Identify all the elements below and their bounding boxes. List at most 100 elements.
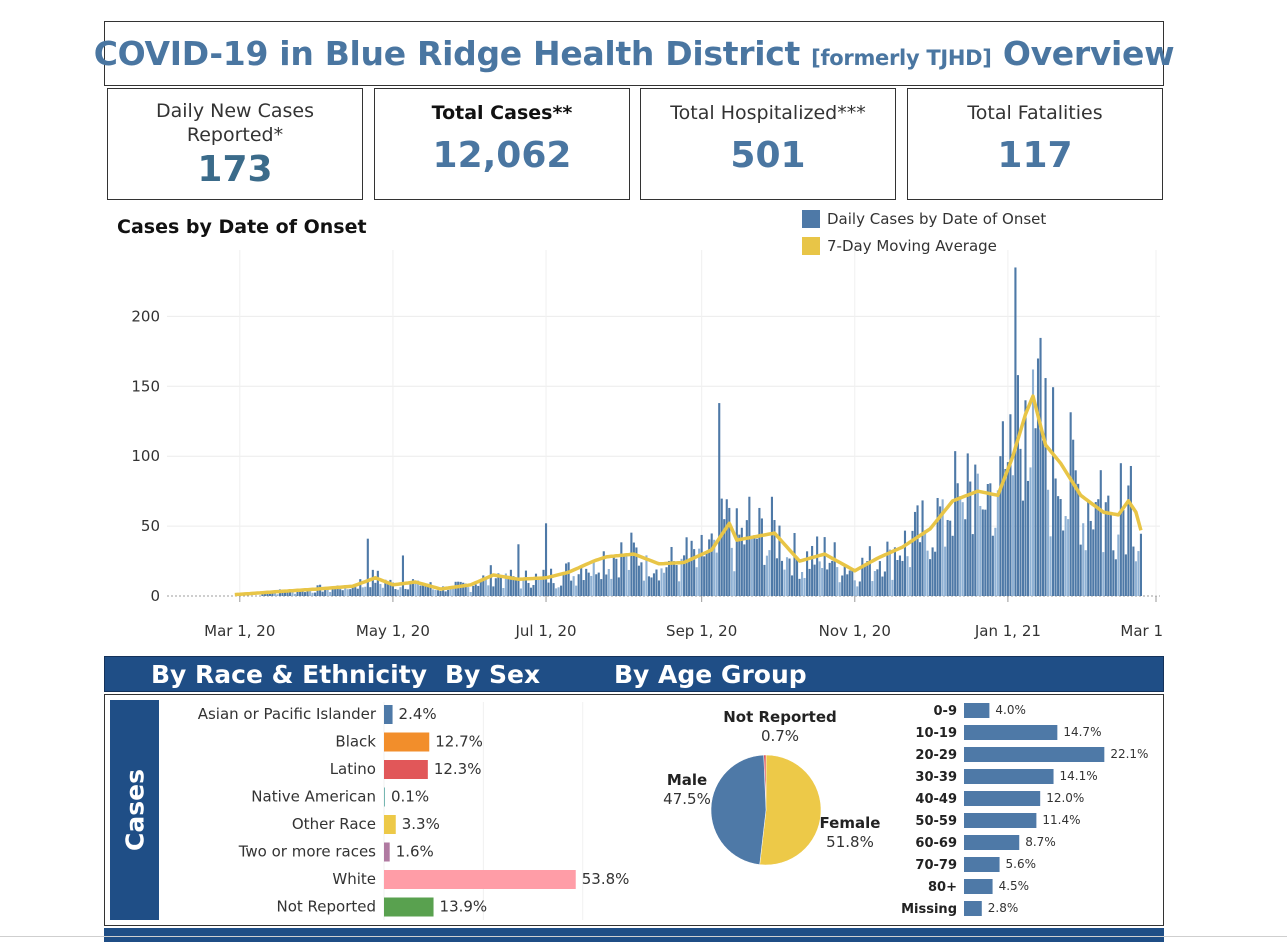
daily-case-bar (710, 533, 713, 596)
daily-case-bar (439, 590, 442, 596)
daily-case-bar (1031, 369, 1035, 596)
race-category-label: White (332, 870, 376, 888)
daily-case-bar (329, 592, 332, 596)
daily-case-bar (449, 587, 452, 596)
kpi-total-hospitalized[interactable]: Total Hospitalized*** 501 (640, 88, 896, 200)
daily-case-bar (946, 519, 949, 596)
daily-case-bar (936, 497, 939, 596)
daily-case-bar (597, 572, 600, 596)
daily-case-bar (376, 570, 379, 596)
daily-case-bar (821, 568, 824, 596)
age-chart[interactable]: 0-9 4.0% 10-19 14.7% 20-29 22.1% 30-39 14.1% 40-… (890, 698, 1160, 923)
daily-case-bar (843, 565, 846, 596)
daily-case-bar (344, 585, 347, 596)
title-main: COVID-19 in Blue Ridge Health District (93, 34, 801, 73)
daily-case-bar (544, 523, 548, 596)
banner-race[interactable]: By Race & Ethnicity (151, 660, 427, 689)
daily-case-bar (444, 591, 447, 596)
daily-case-bar (858, 581, 861, 596)
legend-item-moving-average[interactable]: 7-Day Moving Average (802, 232, 1046, 259)
sex-category-label: Male (667, 771, 707, 789)
daily-case-bar (464, 583, 467, 596)
daily-case-bar (881, 576, 884, 596)
daily-case-bar (703, 556, 706, 596)
daily-case-bar (1047, 489, 1050, 596)
daily-case-bar (479, 581, 482, 596)
daily-case-bar (1139, 533, 1142, 596)
daily-case-bar (519, 588, 522, 596)
daily-case-bar (622, 556, 625, 596)
daily-case-bar (562, 571, 565, 596)
race-category-label: Asian or Pacific Islander (198, 705, 377, 723)
daily-case-bar (758, 507, 761, 596)
daily-case-bar (956, 483, 959, 596)
daily-case-bar (642, 580, 645, 596)
daily-case-bar (309, 591, 312, 596)
daily-case-bar (334, 586, 337, 596)
age-category-label: 60-69 (915, 836, 957, 851)
daily-case-bar (863, 566, 866, 596)
daily-case-bar (286, 592, 289, 596)
daily-case-bar (1094, 502, 1097, 596)
daily-case-bar (959, 496, 962, 596)
kpi-total-fatalities[interactable]: Total Fatalities 117 (907, 88, 1163, 200)
daily-case-bar (1109, 512, 1112, 596)
daily-case-bar (514, 578, 517, 596)
daily-case-bar (1062, 530, 1065, 596)
daily-case-bar (406, 589, 410, 596)
daily-case-bar (298, 591, 302, 596)
daily-case-bar (730, 547, 733, 596)
banner-age[interactable]: By Age Group (614, 660, 807, 689)
daily-case-bar (462, 582, 465, 596)
daily-case-bar (778, 525, 781, 596)
daily-case-bar (314, 592, 317, 596)
race-value-label: 1.6% (396, 843, 434, 861)
daily-case-bar (1039, 337, 1042, 596)
daily-case-bar (1052, 387, 1055, 596)
daily-case-bar (1057, 496, 1060, 596)
age-category-label: 70-79 (915, 858, 957, 873)
daily-case-bar (637, 565, 640, 596)
title-small: [formerly TJHD] (811, 46, 992, 70)
daily-case-bar (565, 563, 568, 596)
daily-case-bar (876, 569, 879, 596)
age-bar (964, 813, 1037, 828)
race-chart[interactable]: Asian or Pacific Islander 2.4% Black 12.7% L… (160, 698, 640, 923)
daily-case-bar (394, 589, 397, 596)
daily-case-bar (326, 586, 329, 596)
daily-case-bar (951, 535, 954, 596)
daily-case-bar (645, 555, 648, 596)
daily-case-bar (816, 536, 819, 596)
daily-case-bar (725, 499, 728, 596)
daily-case-bar (913, 511, 917, 596)
age-bar (964, 879, 993, 894)
daily-case-bar (366, 538, 369, 596)
daily-case-bar (662, 572, 666, 596)
sex-value-label: 0.7% (761, 727, 799, 745)
x-tick-label: Jul 1, 20 (515, 622, 577, 640)
daily-case-bar (655, 569, 658, 596)
daily-case-bar (665, 567, 668, 596)
daily-case-bar (575, 585, 578, 596)
legend-item-daily-cases[interactable]: Daily Cases by Date of Onset (802, 205, 1046, 232)
daily-case-bar (361, 587, 364, 596)
daily-case-bar (549, 568, 553, 596)
banner-sex[interactable]: By Sex (445, 660, 541, 689)
daily-case-bar (522, 578, 525, 596)
footer-divider (0, 936, 1287, 937)
daily-case-bar (803, 577, 806, 596)
daily-case-bar (765, 555, 768, 596)
daily-case-bar (878, 561, 881, 596)
daily-case-bar (931, 547, 934, 596)
onset-chart[interactable]: 0 50 100 150 200 Mar 1, 20 May 1, 20 Jul 1, 20 S… (104, 250, 1164, 650)
daily-case-bar (474, 584, 477, 596)
kpi-daily-new-cases[interactable]: Daily New Cases Reported* 173 (107, 88, 363, 200)
kpi-total-cases[interactable]: Total Cases** 12,062 (374, 88, 630, 200)
daily-case-bar (685, 537, 688, 596)
daily-case-bar (1069, 412, 1072, 596)
daily-case-bar (507, 578, 510, 596)
age-category-label: 30-39 (915, 770, 957, 785)
kpi-value: 501 (730, 135, 806, 176)
age-value-label: 5.6% (1006, 857, 1037, 871)
